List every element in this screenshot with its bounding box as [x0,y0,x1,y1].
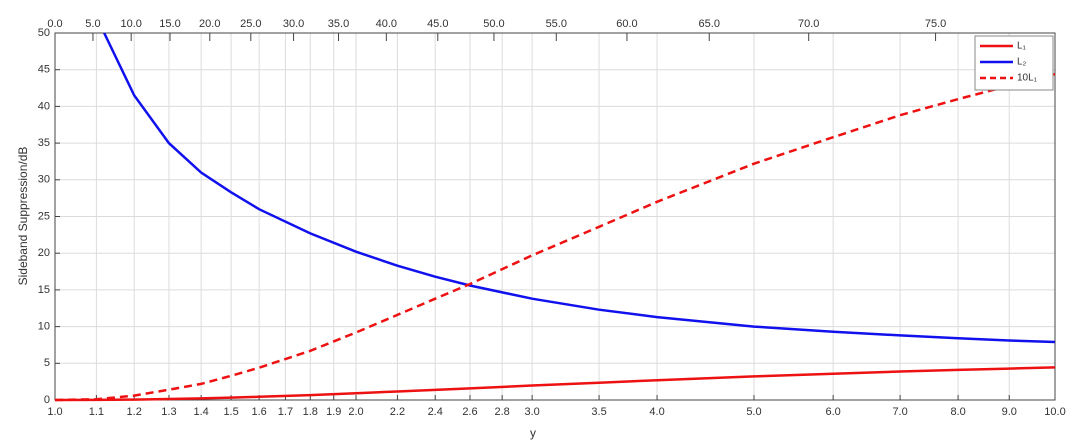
x-tick-label: 1.4 [193,406,208,418]
x-axis-label: y [530,426,536,440]
x2-tick-label: 25.0 [240,18,261,30]
x-tick-label: 2.6 [462,406,477,418]
x2-tick-label: 15.0 [159,18,180,30]
x-tick-label: 10.0 [1044,406,1065,418]
x2-tick-label: 45.0 [427,18,448,30]
x-tick-label: 5.0 [746,406,761,418]
x-tick-label: 7.0 [892,406,907,418]
x2-tick-label: 35.0 [328,18,349,30]
x-tick-label: 1.6 [251,406,266,418]
x-tick-label: 2.8 [495,406,510,418]
x-tick-label: 4.0 [649,406,664,418]
x2-tick-label: 75.0 [925,18,946,30]
line-series [54,366,1056,402]
x-tick-label: 9.0 [1002,406,1017,418]
x2-tick-label: 65.0 [699,18,720,30]
y-tick-label: 20 [38,247,50,259]
x-tick-label: 1.9 [326,406,341,418]
x2-tick-label: 50.0 [483,18,504,30]
line-series [103,32,1056,344]
x2-tick-label: 60.0 [616,18,637,30]
x-tick-label: 1.3 [161,406,176,418]
x2-tick-label: 70.0 [798,18,819,30]
y-tick-label: 50 [38,27,50,39]
x-tick-label: 3.0 [524,406,539,418]
x2-tick-label: 40.0 [376,18,397,30]
x2-tick-label: 55.0 [546,18,567,30]
legend-label: L₂ [1017,57,1027,68]
x2-tick-label: 0.0 [47,18,62,30]
line-series [54,72,1056,402]
y-tick-label: 5 [44,357,50,369]
y-tick-label: 10 [38,321,50,333]
y-tick-label: 35 [38,137,50,149]
x-tick-label: 6.0 [826,406,841,418]
y-tick-label: 25 [38,210,50,222]
y-tick-label: 30 [38,174,50,186]
x-tick-label: 3.5 [591,406,606,418]
x-tick-label: 1.2 [127,406,142,418]
x-tick-label: 2.2 [390,406,405,418]
x-tick-label: 1.7 [278,406,293,418]
x2-tick-label: 5.0 [85,18,100,30]
x-tick-label: 2.0 [348,406,363,418]
y-tick-label: 45 [38,64,50,76]
y-tick-label: 0 [44,394,50,406]
legend-label: L₁ [1017,41,1027,52]
x-tick-label: 1.8 [303,406,318,418]
x2-tick-label: 10.0 [120,18,141,30]
x-tick-label: 2.4 [428,406,443,418]
legend-label: 10L₁ [1017,73,1038,84]
x-tick-label: 8.0 [950,406,965,418]
x2-tick-label: 30.0 [283,18,304,30]
y-tick-label: 40 [38,100,50,112]
x-tick-label: 1.5 [223,406,238,418]
plot-frame [54,32,1056,401]
x2-tick-label: 20.0 [199,18,220,30]
x-tick-label: 1.0 [47,406,62,418]
x-tick-label: 1.1 [89,406,104,418]
y-tick-label: 15 [38,284,50,296]
y-axis-label: Sideband Suppression/dB [16,147,30,286]
